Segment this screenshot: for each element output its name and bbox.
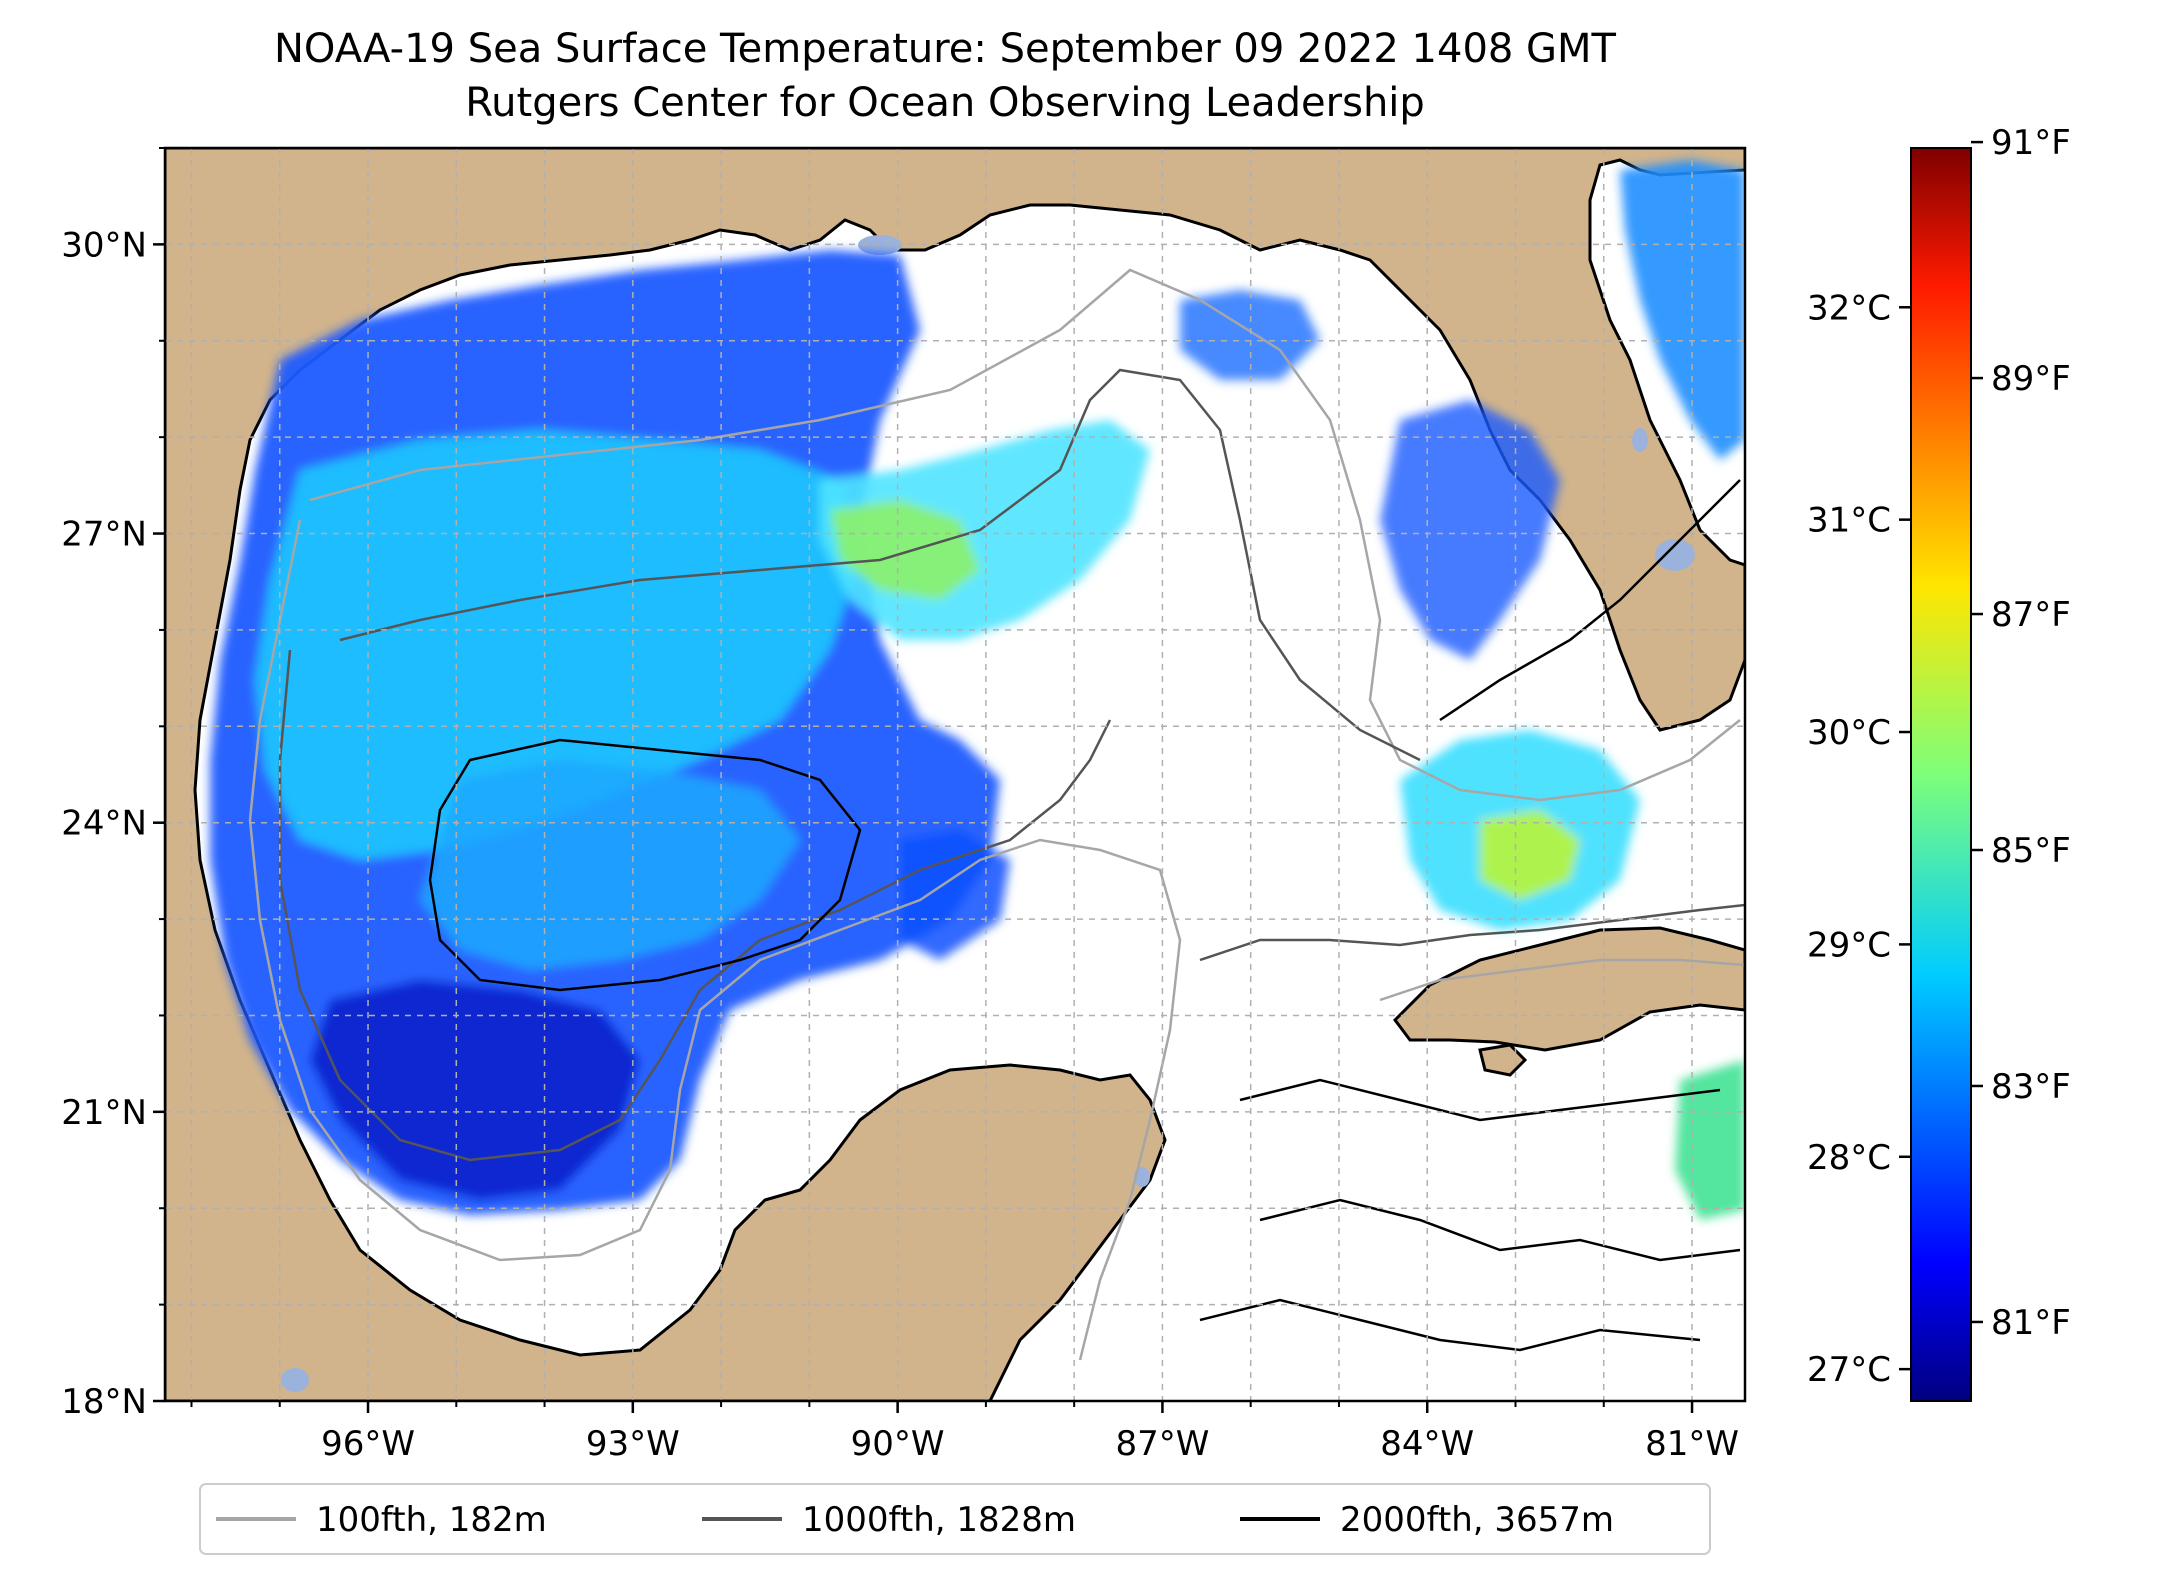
- celsius-tick-label: 31°C: [1807, 501, 1891, 541]
- legend-label: 2000fth, 3657m: [1340, 1500, 1614, 1540]
- land-isle-of-youth: [1478, 1043, 1528, 1077]
- legend-box: [199, 1483, 1711, 1555]
- lat-tick-label: 21°N: [61, 1093, 147, 1133]
- celsius-tick-label: 32°C: [1807, 288, 1891, 328]
- inland-water: [281, 235, 1695, 1392]
- landmass: [165, 148, 1745, 1401]
- fahrenheit-tick-label: 85°F: [1991, 831, 2071, 871]
- fahrenheit-tick-label: 87°F: [1991, 595, 2071, 635]
- chart-title: NOAA-19 Sea Surface Temperature: Septemb…: [274, 26, 1616, 72]
- celsius-tick-label: 27°C: [1807, 1350, 1891, 1390]
- colorbar: 32°C 31°C 30°C 29°C 28°C 27°C 91°F 89°F 87°F 85°F…: [1807, 123, 2071, 1402]
- map-frame: [163, 146, 1747, 1403]
- lat-tick-label: 27°N: [61, 515, 147, 555]
- lat-tick-label: 18°N: [61, 1382, 147, 1422]
- land-cuba: [1393, 926, 1745, 1052]
- map-axes: 30°N 27°N 24°N 21°N 18°N 96°W 93°W 90°W 87°W 84°W…: [61, 147, 1739, 1464]
- lon-tick-label: 96°W: [321, 1424, 415, 1464]
- colorbar-gradient: [1910, 147, 1972, 1402]
- gulf-of-mexico-map: [165, 148, 1745, 1401]
- legend-label: 1000fth, 1828m: [802, 1500, 1076, 1540]
- lon-tick-label: 90°W: [851, 1424, 945, 1464]
- celsius-tick-label: 30°C: [1807, 713, 1891, 753]
- bathymetry-1000fth: [278, 368, 1745, 1162]
- lat-tick-label: 30°N: [61, 225, 147, 265]
- legend-label: 100fth, 182m: [316, 1500, 547, 1540]
- celsius-tick-label: 29°C: [1807, 925, 1891, 965]
- lon-tick-label: 84°W: [1380, 1424, 1474, 1464]
- lon-tick-label: 81°W: [1645, 1424, 1739, 1464]
- fahrenheit-tick-label: 91°F: [1991, 123, 2071, 163]
- legend-entries: 100fth, 182m 1000fth, 1828m 2000fth, 3657m: [216, 1500, 1614, 1540]
- bathymetry-2000fth: [428, 479, 1741, 1352]
- lat-tick-label: 24°N: [61, 804, 147, 844]
- lon-tick-label: 93°W: [586, 1424, 680, 1464]
- legend: 100fth, 182m 1000fth, 1828m 2000fth, 3657m: [199, 1483, 1711, 1555]
- lon-tick-label: 87°W: [1115, 1424, 1209, 1464]
- colorbar-ticks: 32°C 31°C 30°C 29°C 28°C 27°C 91°F 89°F 87°F 85°F…: [1807, 123, 2071, 1390]
- fahrenheit-tick-label: 89°F: [1991, 359, 2071, 399]
- land-north-america: [165, 148, 1745, 1401]
- celsius-tick-label: 28°C: [1807, 1138, 1891, 1178]
- fahrenheit-tick-label: 81°F: [1991, 1303, 2071, 1343]
- chart-subtitle: Rutgers Center for Ocean Observing Leade…: [465, 80, 1425, 126]
- map-gridlines: [165, 148, 1745, 1401]
- fahrenheit-tick-label: 83°F: [1991, 1067, 2071, 1107]
